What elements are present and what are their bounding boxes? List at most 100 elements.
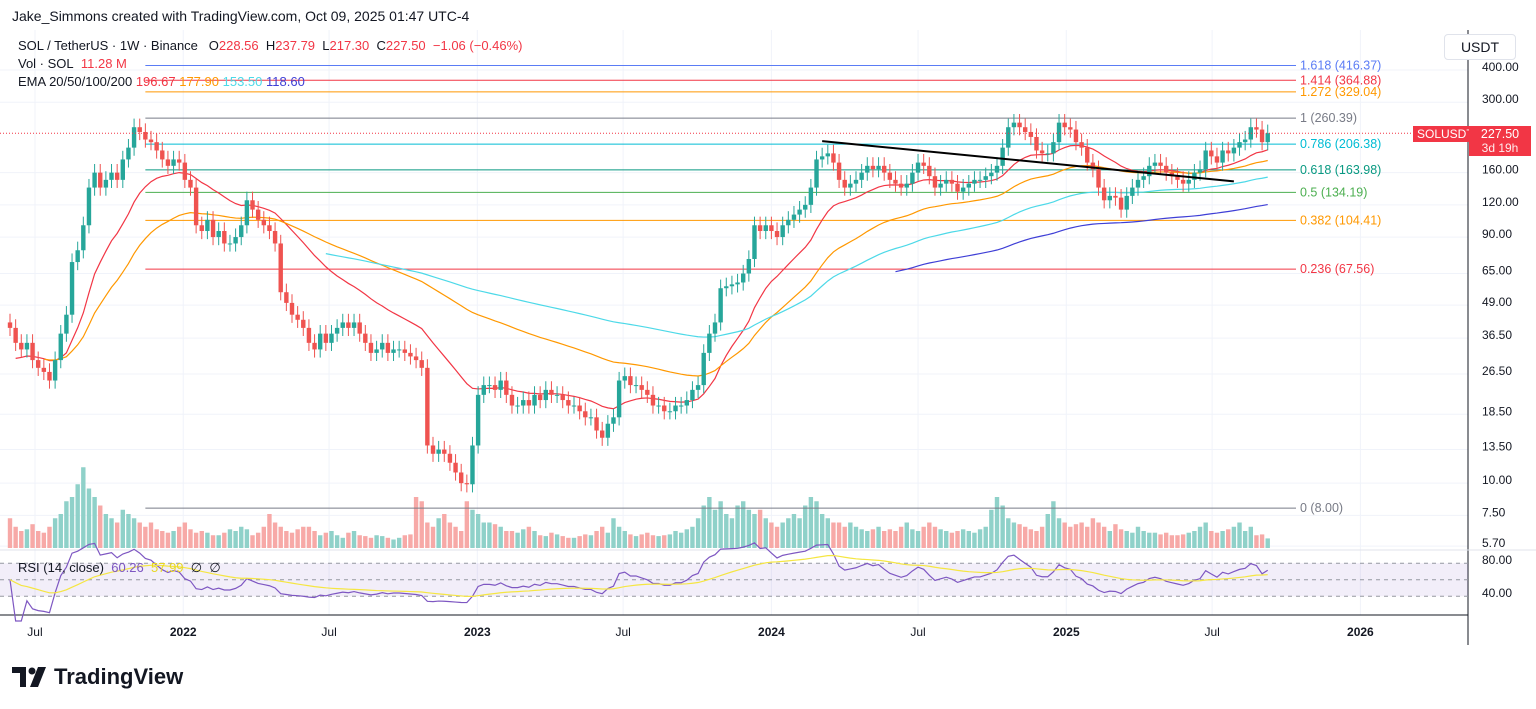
rsi-ma-value: 57.99 [151, 560, 184, 575]
volume-bar [1130, 532, 1135, 548]
volume-bar [707, 497, 712, 548]
volume-bar [301, 526, 306, 548]
candle-body [989, 172, 994, 177]
price-axis-tick: 65.00 [1482, 264, 1512, 278]
candle-body [554, 394, 560, 396]
volume-bar [98, 505, 103, 548]
volume-bar [492, 524, 498, 548]
volume-bar [1124, 531, 1129, 548]
volume-bar [780, 522, 785, 548]
volume-bar [803, 505, 808, 548]
volume-bar [786, 518, 791, 548]
candle-body [475, 394, 481, 446]
candle-body [1164, 165, 1169, 173]
volume-bar [391, 539, 396, 548]
volume-bar [436, 518, 441, 548]
candle-body [244, 200, 250, 226]
candle-body [600, 430, 605, 438]
candle-body [752, 225, 757, 259]
volume-bar [932, 526, 938, 548]
volume-bar [447, 522, 453, 548]
candle-body [1203, 150, 1208, 170]
volume-bar [678, 532, 684, 548]
candle-body [103, 179, 109, 188]
candle-body [667, 411, 673, 413]
volume-bar [1039, 526, 1045, 548]
candle-body [481, 385, 486, 395]
candle-body [233, 237, 238, 244]
volume-bar [504, 531, 509, 548]
volume-bar [1107, 531, 1112, 548]
volume-bar [898, 526, 904, 548]
volume-bar [977, 529, 983, 548]
candle-body [831, 153, 836, 163]
volume-bar [86, 488, 92, 548]
candle-body [408, 352, 413, 357]
candle-body [1011, 122, 1017, 128]
rsi-label[interactable]: RSI (14, close) [18, 560, 104, 575]
fib-level-label: 0.382 (104.41) [1300, 213, 1381, 227]
volume-bar [171, 531, 176, 548]
candle-body [284, 292, 289, 303]
candle-body [927, 165, 932, 177]
candle-body [509, 394, 515, 406]
candle-body [1034, 136, 1039, 151]
volume-bar [571, 537, 577, 548]
volume-bar [199, 531, 204, 548]
volume-bar [81, 467, 86, 548]
volume-bar [154, 529, 159, 548]
candle-body [628, 376, 633, 386]
volume-bar [255, 532, 261, 548]
rsi-band [0, 563, 1468, 597]
volume-bar [36, 531, 41, 548]
low-label: L [322, 38, 330, 53]
candle-body [278, 243, 283, 293]
candle-body [571, 405, 577, 407]
fib-level-label: 1.618 (416.37) [1300, 59, 1381, 73]
symbol-price-tag: SOLUSDT [1413, 126, 1478, 142]
candle-body [430, 445, 436, 454]
candle-body [447, 453, 453, 463]
volume-bar [718, 501, 723, 548]
candle-body [1056, 122, 1062, 143]
volume-label[interactable]: Vol · SOL [18, 56, 74, 71]
credit-line: Jake_Simmons created with TradingView.co… [12, 8, 470, 24]
volume-bar [656, 536, 661, 548]
candle-body [492, 385, 498, 390]
fib-level-label: 0.5 (134.19) [1300, 185, 1367, 199]
tradingview-logo[interactable]: TradingView [12, 664, 183, 690]
time-axis-tick: Jul [321, 625, 336, 639]
candle-body [1039, 150, 1045, 154]
volume-bar [526, 526, 532, 548]
candle-body [842, 179, 847, 188]
volume-bar [695, 518, 701, 548]
candle-body [819, 156, 825, 160]
volume-bar [126, 514, 131, 548]
volume-bar [402, 535, 407, 548]
volume-bar [673, 531, 678, 548]
currency-unit-button[interactable]: USDT [1444, 34, 1516, 60]
volume-bar [58, 514, 63, 548]
volume-bar [684, 529, 689, 548]
candle-body [1209, 150, 1214, 157]
volume-bar [746, 509, 752, 548]
ema-label[interactable]: EMA 20/50/100/200 [18, 74, 133, 89]
volume-bar [64, 501, 69, 548]
candle-body [459, 472, 464, 484]
candle-body [1180, 179, 1186, 184]
candle-body [594, 417, 599, 431]
candle-body [701, 352, 706, 386]
volume-bar [143, 526, 148, 548]
volume-bar [1220, 531, 1225, 548]
volume-bar [1209, 531, 1214, 548]
symbol-name[interactable]: SOL / TetherUS · 1W · Binance [18, 38, 198, 53]
last-price-tag: 227.50 3d 19h [1469, 126, 1531, 156]
volume-bar [475, 514, 481, 548]
candle-body [216, 231, 221, 238]
candle-body [1085, 147, 1090, 163]
candle-body [1158, 162, 1163, 166]
candle-body [633, 385, 639, 387]
volume-bar [594, 531, 599, 548]
candle-body [261, 219, 266, 226]
